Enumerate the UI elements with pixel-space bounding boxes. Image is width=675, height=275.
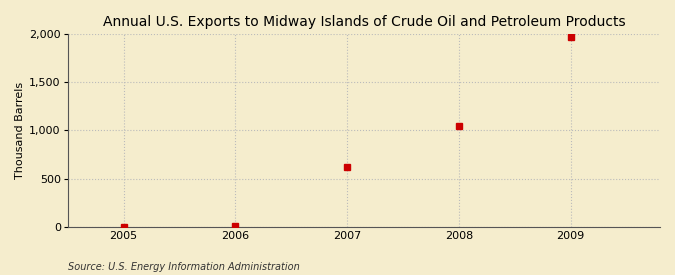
Text: Source: U.S. Energy Information Administration: Source: U.S. Energy Information Administ… [68,262,299,272]
Title: Annual U.S. Exports to Midway Islands of Crude Oil and Petroleum Products: Annual U.S. Exports to Midway Islands of… [103,15,625,29]
Y-axis label: Thousand Barrels: Thousand Barrels [15,82,25,179]
